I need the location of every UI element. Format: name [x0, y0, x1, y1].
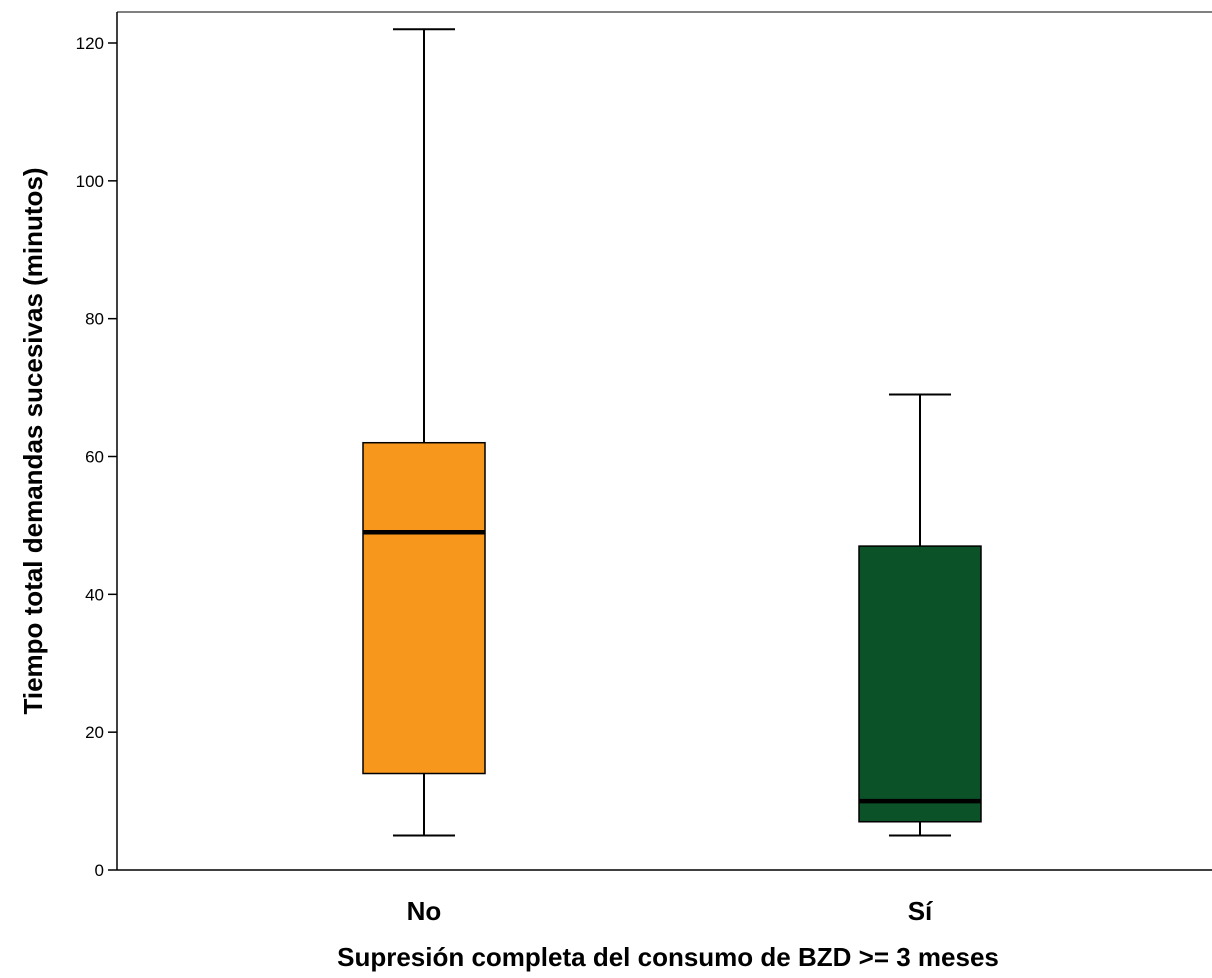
y-tick-label: 0 [95, 861, 104, 880]
y-tick-label: 40 [85, 585, 104, 604]
box-group [362, 28, 486, 837]
x-category-label: Sí [908, 896, 933, 926]
box-series [362, 28, 982, 837]
y-tick-label: 100 [76, 172, 104, 191]
x-axis-title: Supresión completa del consumo de BZD >=… [337, 942, 999, 972]
x-axis-category-labels: No Sí [407, 896, 933, 926]
x-category-label: No [407, 896, 442, 926]
y-axis-title: Tiempo total demandas sucesivas (minutos… [18, 167, 48, 714]
plot-frame [116, 11, 1212, 871]
iqr-box [858, 545, 982, 823]
y-tick-label: 80 [85, 310, 104, 329]
y-axis-ticks: 0 20 40 60 80 100 120 [76, 34, 117, 880]
y-tick-label: 20 [85, 723, 104, 742]
iqr-box [362, 441, 486, 775]
box-group [858, 393, 982, 837]
y-tick-label: 60 [85, 448, 104, 467]
y-tick-label: 120 [76, 34, 104, 53]
